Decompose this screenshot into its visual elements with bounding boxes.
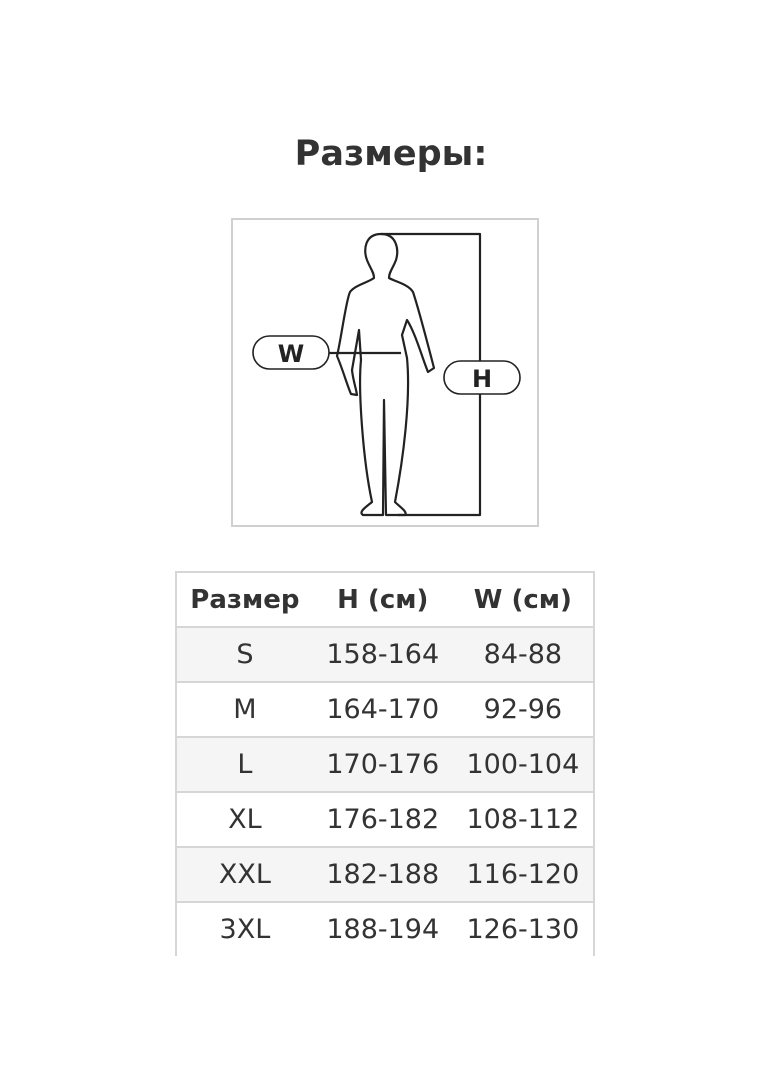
- height-cell: 188-194: [326, 914, 440, 945]
- height-cell: 182-188: [312, 847, 453, 903]
- height-cell: 170-176: [312, 737, 453, 793]
- table-header-row: Размер H (см) W (см): [176, 572, 594, 628]
- table-row: 3XL 188-194 126-130: [176, 902, 594, 956]
- table-row: M 164-170 92-96: [176, 682, 594, 738]
- waist-cell: 100-104: [452, 737, 594, 793]
- size-cell: M: [176, 682, 313, 738]
- table-row: S 158-164 84-88: [176, 627, 594, 683]
- human-figure-icon: W H: [252, 232, 521, 517]
- size-cell: S: [176, 627, 313, 683]
- table-row: XL 176-182 108-112: [176, 792, 594, 848]
- waist-cell: 116-120: [452, 847, 594, 903]
- size-cell: L: [176, 737, 313, 793]
- height-cell: 158-164: [312, 627, 453, 683]
- waist-cell: 92-96: [452, 682, 594, 738]
- size-table: Размер H (см) W (см) S 158-164 84-88 M 1…: [175, 571, 595, 956]
- page-title: Размеры:: [294, 134, 488, 174]
- table-row: XXL 182-188 116-120: [176, 847, 594, 903]
- waist-cell: 126-130: [466, 914, 580, 945]
- header-waist: W (см): [452, 572, 594, 628]
- header-height: H (см): [312, 572, 453, 628]
- height-cell: 176-182: [312, 792, 453, 848]
- height-label: H: [472, 365, 492, 393]
- size-cell: XXL: [176, 847, 313, 903]
- waist-label: W: [278, 340, 304, 368]
- height-cell: 164-170: [312, 682, 453, 738]
- waist-cell: 108-112: [452, 792, 594, 848]
- size-cell: XL: [176, 792, 313, 848]
- table-row: L 170-176 100-104: [176, 737, 594, 793]
- size-cell: 3XL: [219, 914, 271, 945]
- body-measurement-diagram: W H: [231, 218, 539, 527]
- header-size: Размер: [176, 572, 313, 628]
- waist-cell: 84-88: [452, 627, 594, 683]
